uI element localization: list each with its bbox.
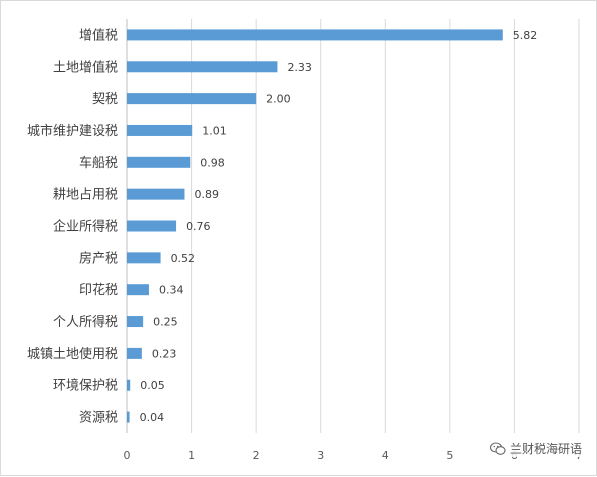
labels: 01234567增值税5.82土地增值税2.33契税2.00城市维护建设税1.0… [27, 27, 583, 462]
data-label: 0.04 [140, 411, 165, 424]
data-label: 1.01 [202, 124, 227, 137]
bar [127, 29, 503, 41]
gridlines [126, 19, 580, 433]
x-tick-label: 4 [382, 449, 389, 462]
bar [127, 124, 193, 136]
bar [127, 61, 278, 73]
bar [127, 379, 131, 391]
category-label: 企业所得税 [53, 219, 118, 235]
bar [127, 156, 191, 168]
data-label: 2.00 [266, 93, 291, 106]
data-label: 5.82 [513, 29, 538, 42]
x-tick-label: 0 [124, 449, 131, 462]
x-tick-label: 2 [253, 449, 260, 462]
bar [127, 93, 257, 105]
category-label: 土地增值税 [53, 59, 118, 75]
category-label: 环境保护税 [53, 379, 118, 394]
x-tick-label: 3 [317, 449, 324, 462]
data-label: 0.89 [194, 188, 219, 201]
category-label: 城市维护建设税 [27, 123, 118, 139]
bar [127, 411, 130, 423]
data-label: 0.76 [186, 220, 211, 233]
bar [127, 252, 161, 264]
category-label: 印花税 [79, 282, 118, 298]
data-label: 0.52 [171, 252, 196, 265]
category-label: 个人所得税 [53, 314, 118, 330]
bar [127, 316, 144, 328]
data-label: 2.33 [287, 61, 312, 74]
x-tick-label: 1 [188, 449, 195, 462]
category-label: 资源税 [79, 411, 118, 426]
bar [127, 188, 185, 200]
category-label: 增值税 [79, 27, 118, 43]
category-label: 车船税 [79, 155, 118, 171]
data-label: 0.34 [159, 284, 184, 297]
data-label: 0.98 [200, 156, 225, 169]
category-label: 房产税 [79, 250, 118, 266]
bar [127, 284, 149, 296]
category-label: 城镇土地使用税 [27, 346, 118, 362]
data-label: 0.05 [140, 379, 165, 392]
data-label: 0.25 [153, 316, 178, 329]
watermark-text: 兰财税海研语 [509, 442, 582, 456]
bars [127, 29, 503, 423]
category-label: 契税 [92, 92, 118, 107]
wechat-icon [489, 441, 506, 455]
x-tick-label: 5 [446, 449, 453, 462]
watermark: 兰财税海研语 [489, 440, 582, 457]
bar [127, 347, 142, 359]
category-label: 耕地占用税 [53, 187, 118, 203]
bar [127, 220, 177, 232]
data-label: 0.23 [152, 347, 177, 360]
